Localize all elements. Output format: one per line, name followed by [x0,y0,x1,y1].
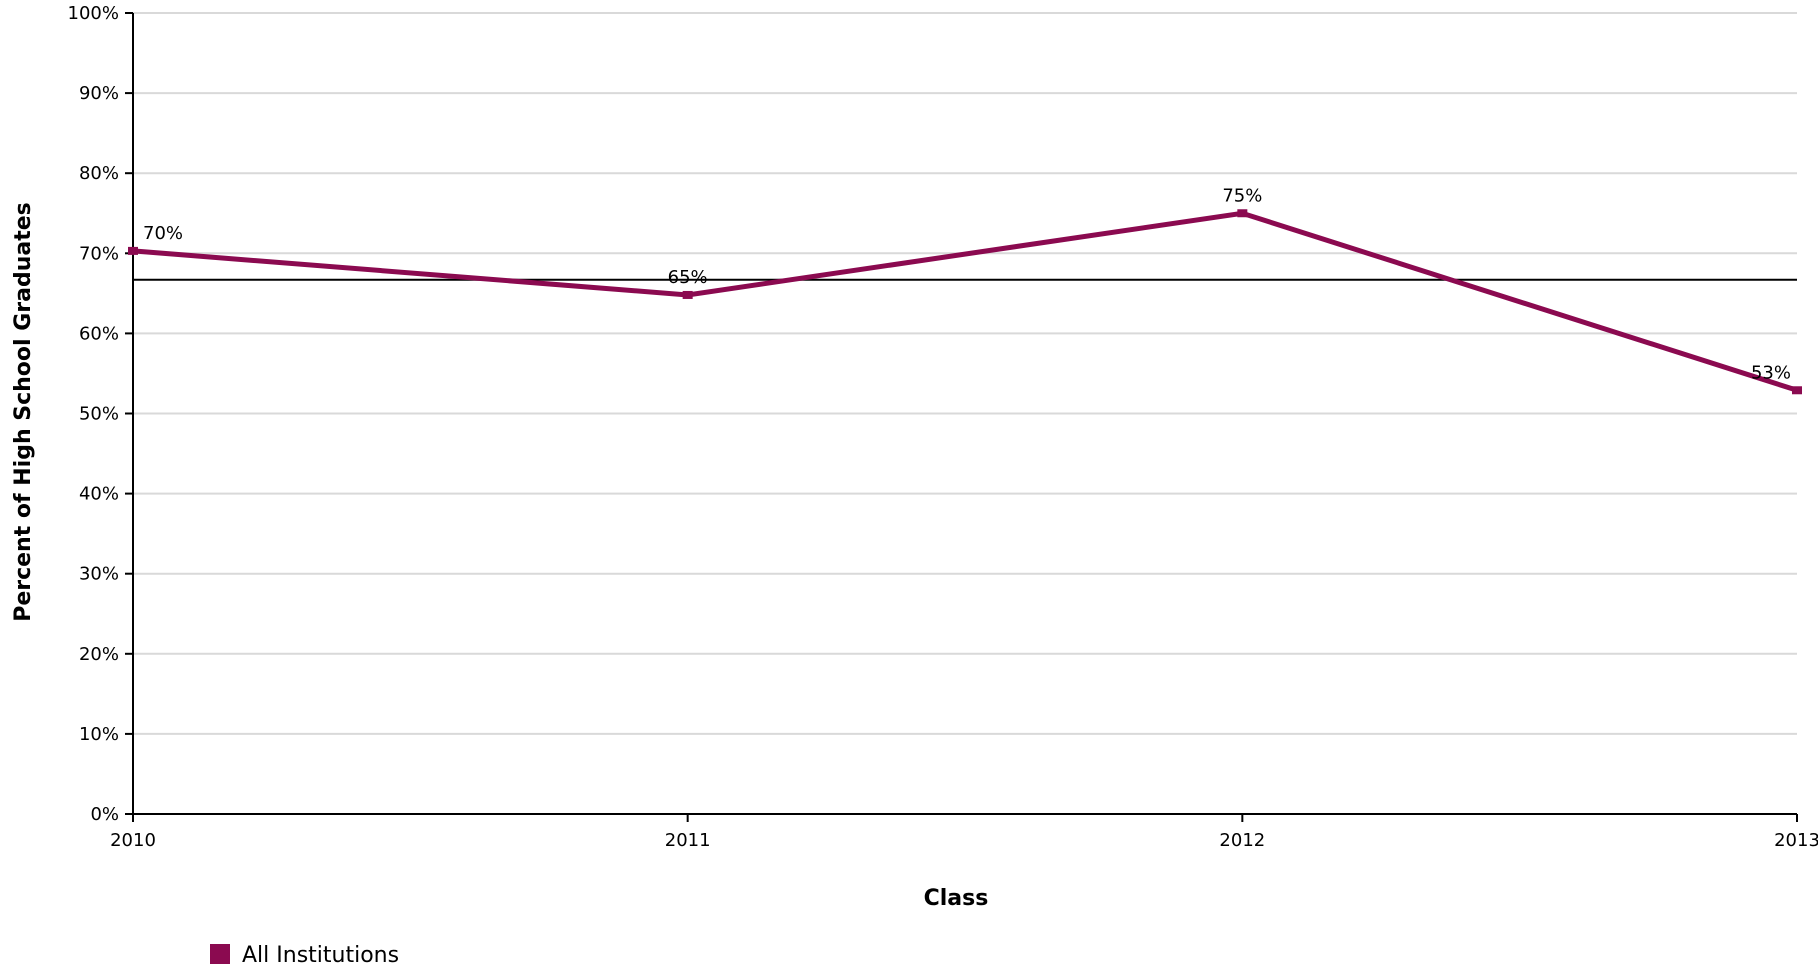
data-label-2010: 70% [143,223,183,244]
y-tick-label: 80% [79,163,119,184]
y-tick-label: 50% [79,404,119,425]
data-labels: 70% 65% 75% 53% [143,185,1791,383]
data-label-2013: 53% [1751,362,1791,383]
x-tick-label-2010: 2010 [110,830,156,851]
legend: All Institutions [210,943,399,968]
y-tick-label: 30% [79,564,119,585]
x-tick-label-2012: 2012 [1219,830,1265,851]
y-axis-title: Percent of High School Graduates [11,202,36,622]
data-point-2010 [128,246,138,255]
legend-swatch [210,944,230,964]
grid-lines [133,12,1797,735]
y-tick-label: 0% [90,804,119,825]
series-line [132,210,1798,393]
y-tick-label: 40% [79,484,119,505]
data-label-2011: 65% [668,267,708,288]
axes: 0% 10% 20% 30% 40% 50% 60% 70% 80% 90% 100% 2010 201… [68,3,1818,851]
series-group [128,209,1802,395]
x-axis-title: Class [924,886,989,911]
y-tick-label: 20% [79,644,119,665]
data-point-2012 [1237,209,1248,218]
data-point-2013 [1792,386,1802,395]
y-tick-label: 100% [68,3,119,24]
y-tick-label: 10% [79,724,119,745]
y-tick-label: 60% [79,323,119,344]
x-tick-label-2013: 2013 [1774,830,1818,851]
legend-label-all-institutions: All Institutions [242,943,399,968]
y-tick-label: 70% [79,243,119,264]
x-tick-label-2011: 2011 [665,830,711,851]
data-label-2012: 75% [1222,185,1262,206]
y-tick-label: 90% [79,83,119,104]
data-point-2011 [682,290,693,299]
